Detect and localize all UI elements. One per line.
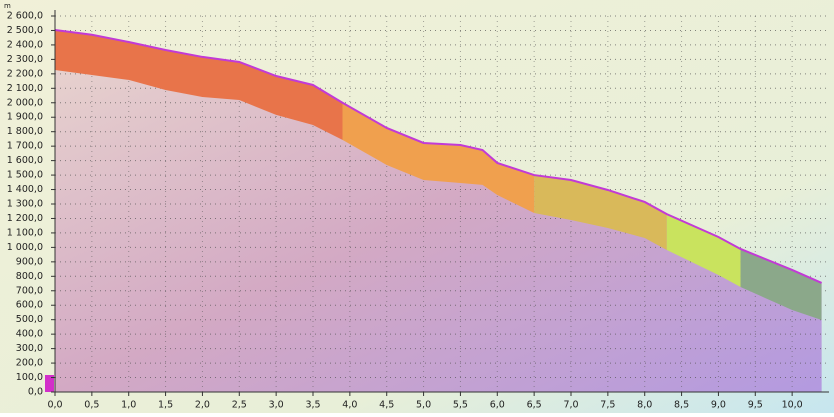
x-tick-label: 3,0 (269, 400, 284, 411)
y-tick-label: 2 500,0 (7, 25, 43, 36)
x-tick-label: 8,5 (674, 400, 689, 411)
x-tick-label: 2,0 (195, 400, 210, 411)
band-segment (740, 248, 822, 320)
y-tick-label: 500,0 (16, 314, 43, 325)
y-tick-label: 1 500,0 (7, 170, 43, 181)
y-tick-label: 700,0 (16, 285, 43, 296)
y-tick-label: 600,0 (16, 300, 43, 311)
x-tick-label: 1,0 (121, 400, 136, 411)
y-tick-label: 400,0 (16, 329, 43, 340)
y-tick-label: 2 000,0 (7, 97, 43, 108)
y-tick-label: 2 200,0 (7, 68, 43, 79)
y-tick-label: 1 900,0 (7, 112, 43, 123)
profile-line (54, 29, 823, 284)
y-tick-label: 1 400,0 (7, 184, 43, 195)
y-tick-label: 300,0 (16, 343, 43, 354)
y-tick-label: 1 100,0 (7, 227, 43, 238)
band-segment (666, 214, 741, 288)
y-tick-label: 1 700,0 (7, 141, 43, 152)
y-tick-label: 2 600,0 (7, 11, 43, 22)
y-tick-label: 1 000,0 (7, 242, 43, 253)
x-tick-label: 4,0 (342, 400, 357, 411)
x-tick-label: 3,5 (305, 400, 320, 411)
x-tick-label: 0,5 (84, 400, 99, 411)
y-unit: m (4, 2, 11, 10)
x-tick-label: 1,5 (158, 400, 173, 411)
edge-marker (45, 375, 54, 392)
y-tick-label: 1 800,0 (7, 126, 43, 137)
y-tick-label: 1 300,0 (7, 199, 43, 210)
y-tick-label: 2 100,0 (7, 83, 43, 94)
x-tick-label: 10,0 (782, 400, 803, 411)
x-tick-label: 0,0 (47, 400, 62, 411)
x-tick-label: 6,5 (527, 400, 542, 411)
x-tick-label: 5,5 (453, 400, 468, 411)
y-tick-label: 800,0 (16, 271, 43, 282)
band-segment (534, 175, 667, 250)
y-tick-label: 900,0 (16, 256, 43, 267)
x-tick-label: 7,0 (563, 400, 578, 411)
y-tick-label: 2 300,0 (7, 54, 43, 65)
y-tick-label: 1 600,0 (7, 155, 43, 166)
profile-area (55, 30, 822, 393)
y-tick-label: 100,0 (16, 372, 43, 383)
y-tick-label: 2 400,0 (7, 39, 43, 50)
x-tick-label: 9,0 (711, 400, 726, 411)
y-tick-label: 1 200,0 (7, 213, 43, 224)
band-segment (55, 30, 343, 140)
x-tick-label: 4,5 (379, 400, 394, 411)
x-tick-label: 9,5 (748, 400, 763, 411)
x-tick-label: 7,5 (600, 400, 615, 411)
x-tick-label: 8,0 (637, 400, 652, 411)
y-tick-label: 0,0 (28, 387, 43, 398)
y-tick-label: 200,0 (16, 358, 43, 369)
x-tick-label: 5,0 (416, 400, 431, 411)
x-tick-label: 6,0 (490, 400, 505, 411)
x-tick-label: 2,5 (232, 400, 247, 411)
